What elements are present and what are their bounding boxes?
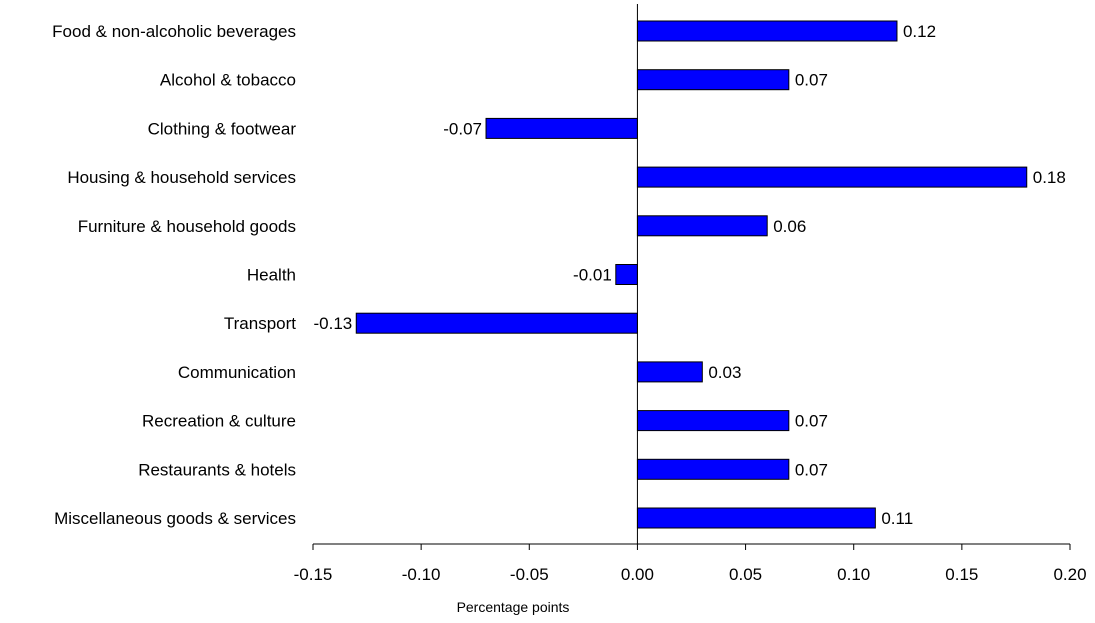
x-tick-label: -0.15 — [294, 565, 333, 584]
value-labels-group: 0.12 0.07 -0.07 0.18 0.06 -0.01 -0.13 0.03 0.07 0… — [314, 22, 1066, 528]
category-label: Restaurants & hotels — [138, 460, 296, 479]
x-axis-title: Percentage points — [457, 599, 570, 615]
bar — [636, 361, 703, 383]
x-tick-label: 0.20 — [1053, 565, 1086, 584]
category-label: Health — [247, 266, 296, 285]
category-label: Housing & household services — [67, 168, 296, 187]
category-label: Alcohol & tobacco — [160, 71, 296, 90]
x-tick-label: 0.00 — [621, 565, 654, 584]
category-label: Miscellaneous goods & services — [54, 509, 296, 528]
bar-value-label: 0.11 — [881, 509, 913, 528]
bar — [636, 69, 790, 91]
bar — [636, 410, 790, 432]
bar — [636, 507, 876, 529]
x-tick-label: -0.10 — [402, 565, 441, 584]
bar-value-label: 0.07 — [795, 460, 828, 479]
category-labels-group: Food & non-alcoholic beverages Alcohol & … — [52, 22, 296, 528]
x-ticks-group: -0.15 -0.10 -0.05 0.00 0.05 0.10 0.15 0.20 — [294, 544, 1087, 584]
x-tick-label: -0.05 — [510, 565, 549, 584]
category-label: Clothing & footwear — [148, 119, 297, 138]
bar-value-label: -0.07 — [443, 119, 482, 138]
x-tick-label: 0.10 — [837, 565, 870, 584]
bar — [636, 215, 768, 237]
bar-value-label: -0.01 — [573, 266, 612, 285]
bar — [615, 264, 638, 285]
bars-group — [355, 20, 1028, 529]
category-label: Communication — [178, 363, 296, 382]
bar — [485, 117, 638, 139]
bar — [636, 166, 1028, 188]
category-label: Food & non-alcoholic beverages — [52, 22, 296, 41]
x-tick-label: 0.15 — [945, 565, 978, 584]
category-label: Recreation & culture — [142, 412, 296, 431]
category-label: Transport — [224, 314, 296, 333]
bar — [636, 458, 790, 480]
bar-value-label: -0.13 — [314, 314, 353, 333]
x-tick-label: 0.05 — [729, 565, 762, 584]
bar-value-label: 0.07 — [795, 412, 828, 431]
bar-value-label: 0.07 — [795, 71, 828, 90]
bar — [355, 312, 638, 334]
category-label: Furniture & household goods — [78, 217, 296, 236]
bar-value-label: 0.03 — [708, 363, 741, 382]
bar-value-label: 0.12 — [903, 22, 936, 41]
bar-value-label: 0.18 — [1033, 168, 1066, 187]
bar — [636, 20, 898, 42]
bar-value-label: 0.06 — [773, 217, 806, 236]
